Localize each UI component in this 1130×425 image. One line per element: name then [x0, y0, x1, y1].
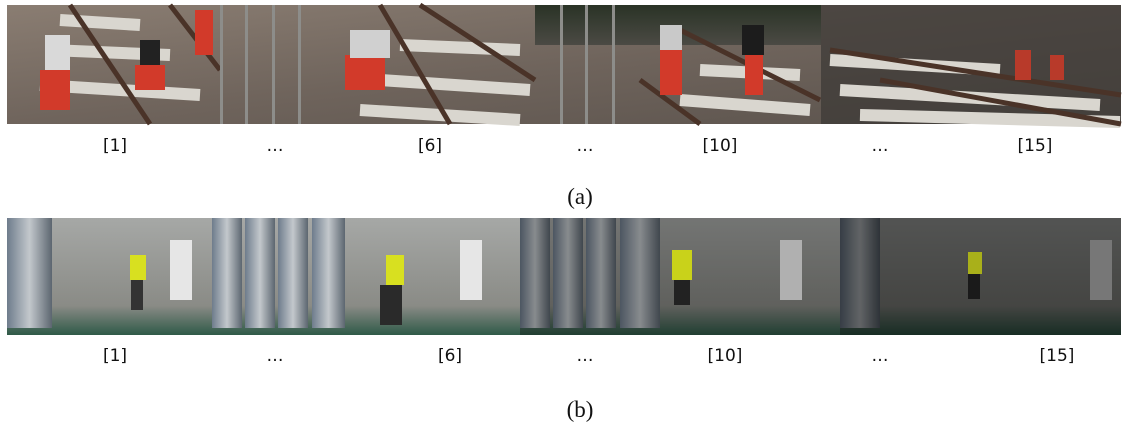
- frame-slices: [220, 5, 615, 124]
- caption: (b): [567, 397, 594, 422]
- frame-label: [1]: [103, 136, 127, 156]
- frame-label: [6]: [438, 346, 462, 366]
- caption: (a): [567, 184, 593, 209]
- person: [130, 250, 982, 325]
- frame-label: [1]: [103, 346, 127, 366]
- workers: [40, 10, 1064, 110]
- frame-label: [10]: [708, 346, 743, 366]
- frame-label: …: [872, 346, 889, 366]
- frame-labels-a: [1] … [6] … [10] … [15]: [103, 136, 1053, 156]
- frame-label: [6]: [418, 136, 442, 156]
- frame-label: …: [267, 136, 284, 156]
- frame-shade: [840, 218, 1121, 335]
- frame-labels-b: [1] … [6] … [10] … [15]: [103, 346, 1075, 366]
- frame-strip-a: [7, 2, 1122, 128]
- frame-label: [15]: [1018, 136, 1053, 156]
- frame-label: [15]: [1040, 346, 1075, 366]
- shelving: [7, 218, 52, 328]
- frame-label: …: [577, 136, 594, 156]
- frame-label: …: [577, 346, 594, 366]
- frame-strip-b: [7, 218, 1121, 335]
- frame-label: …: [267, 346, 284, 366]
- frame-label: [10]: [703, 136, 738, 156]
- door: [170, 240, 1112, 300]
- frame-label: …: [872, 136, 889, 156]
